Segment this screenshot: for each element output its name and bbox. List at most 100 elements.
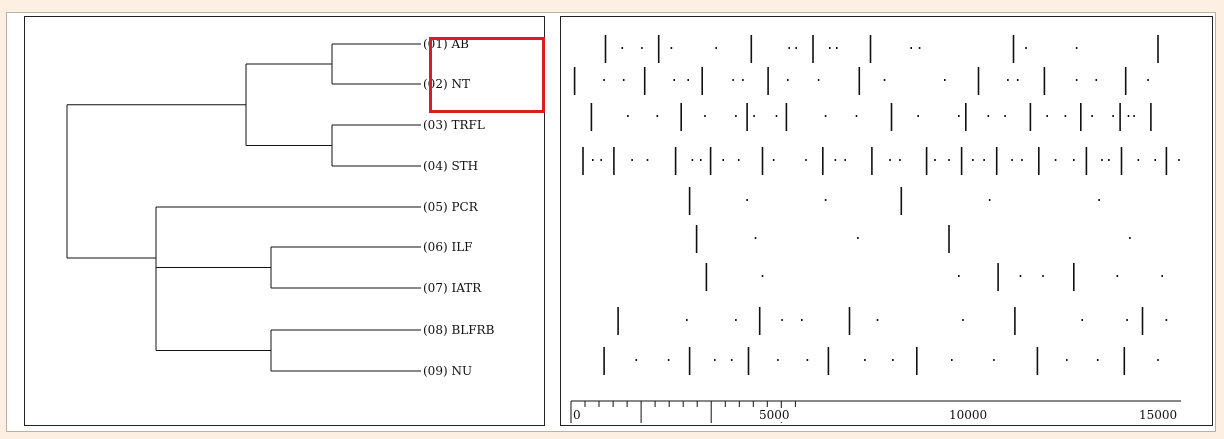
spike-row-1-14	[910, 47, 912, 49]
spike-row-4-35	[1101, 159, 1103, 161]
spike-row-9-11	[864, 359, 866, 361]
spike-row-2-8	[732, 79, 734, 81]
x-tick-label-0: 0	[573, 408, 581, 422]
dendrogram-tree	[66, 43, 423, 372]
spike-row-3-7	[746, 103, 748, 131]
spike-row-9-3	[667, 359, 670, 361]
leaf-label-08: (08) BLFRB	[421, 323, 497, 337]
spike-row-4-4	[613, 147, 615, 175]
spike-row-1-16	[1012, 35, 1015, 63]
spike-row-4-28	[995, 147, 998, 175]
spike-row-3-11	[824, 115, 827, 117]
leaf-label-06: (06) ILF	[421, 240, 475, 254]
spike-row-5-2	[746, 199, 748, 201]
spike-row-4-41	[1178, 159, 1180, 161]
spike-row-3-3	[656, 115, 659, 117]
spike-row-8-2	[686, 319, 688, 321]
spike-row-1-2	[621, 47, 624, 49]
spike-row-8-12	[1126, 319, 1128, 321]
spike-row-3-1	[590, 103, 593, 131]
x-tick-label-10000: 10000	[949, 408, 988, 422]
spike-row-3-8	[753, 115, 755, 117]
spike-row-9-13	[916, 347, 918, 375]
spike-row-2-16	[977, 67, 980, 95]
spike-row-3-20	[1046, 115, 1048, 117]
spike-row-8-8	[876, 319, 879, 321]
spike-row-1-10	[812, 35, 814, 63]
spike-row-9-2	[635, 359, 638, 361]
spike-row-3-13	[890, 103, 893, 131]
spike-row-6-3	[857, 237, 859, 239]
spike-row-5-1	[688, 187, 691, 215]
spike-row-3-24	[1112, 115, 1114, 117]
spike-row-2-13	[858, 67, 861, 95]
spike-row-2-11	[787, 79, 789, 81]
spike-row-4-2	[592, 159, 594, 161]
spike-row-4-1	[582, 147, 584, 175]
raster-panel: 0 5000 10000 15000	[560, 16, 1213, 426]
spike-row-4-27	[983, 159, 985, 161]
spike-row-1-3	[641, 47, 643, 49]
spike-row-3-5	[704, 115, 706, 117]
spike-row-2-23	[1147, 79, 1149, 81]
spike-row-8-10	[1014, 307, 1016, 335]
spike-row-1-4	[657, 35, 660, 63]
spike-row-3-22	[1080, 103, 1082, 131]
spike-row-2-3	[622, 79, 625, 81]
spike-row-8-3	[735, 319, 737, 321]
spike-row-7-1	[705, 263, 708, 291]
spike-row-9-8	[777, 359, 779, 361]
spike-row-1-9	[795, 47, 797, 49]
spike-row-4-38	[1137, 159, 1140, 161]
leaf-label-05: (05) PCR	[421, 200, 480, 214]
spike-row-7-8	[1116, 275, 1119, 277]
highlight-box	[429, 37, 545, 113]
spike-row-3-4	[680, 103, 682, 131]
spike-row-3-19	[1029, 103, 1032, 131]
spike-row-2-21	[1095, 79, 1098, 81]
spike-row-3-2	[627, 115, 629, 117]
spike-row-1-13	[869, 35, 872, 63]
spike-row-3-18	[1004, 115, 1006, 117]
spike-row-1-15	[918, 47, 921, 49]
spike-row-4-15	[805, 159, 807, 161]
spike-row-4-5	[631, 159, 633, 161]
spike-row-1-1	[604, 35, 607, 63]
spike-row-8-1	[617, 307, 619, 335]
spike-row-3-17	[987, 115, 990, 117]
spike-row-8-4	[758, 307, 761, 335]
spike-row-5-6	[1098, 199, 1100, 201]
spike-row-8-6	[801, 319, 803, 321]
spike-row-4-31	[1038, 147, 1040, 175]
spike-row-2-18	[1016, 79, 1019, 81]
spike-row-2-17	[1007, 79, 1009, 81]
spike-row-1-8	[788, 47, 790, 49]
spike-row-2-22	[1124, 67, 1127, 95]
spike-row-4-9	[700, 159, 702, 161]
spike-row-7-2	[761, 275, 764, 277]
spike-row-1-12	[836, 47, 838, 49]
spike-row-2-5	[673, 79, 675, 81]
spike-row-4-37	[1120, 147, 1123, 175]
leaf-label-09: (09) NU	[421, 364, 475, 378]
spike-row-2-7	[701, 67, 703, 95]
leaf-label-03: (03) TRFL	[421, 118, 487, 132]
x-tick-label-5000: 5000	[759, 408, 790, 422]
spike-row-4-6	[646, 159, 649, 161]
spike-row-9-15	[993, 359, 995, 361]
spike-row-3-15	[958, 115, 960, 117]
spike-row-9-16	[1036, 347, 1039, 375]
spike-row-4-11	[722, 159, 724, 161]
spike-row-4-34	[1085, 147, 1088, 175]
spike-row-2-1	[573, 67, 576, 95]
spike-raster	[570, 35, 1181, 423]
spike-row-4-30	[1021, 159, 1023, 161]
spike-row-4-39	[1154, 159, 1156, 161]
spike-row-9-4	[688, 347, 691, 375]
spike-row-9-10	[827, 347, 830, 375]
leaf-label-02: (02) NT	[421, 77, 472, 91]
spike-row-7-9	[1161, 275, 1163, 277]
spike-row-9-14	[951, 359, 953, 361]
spike-row-8-13	[1141, 307, 1144, 335]
spike-row-9-17	[1066, 359, 1068, 361]
